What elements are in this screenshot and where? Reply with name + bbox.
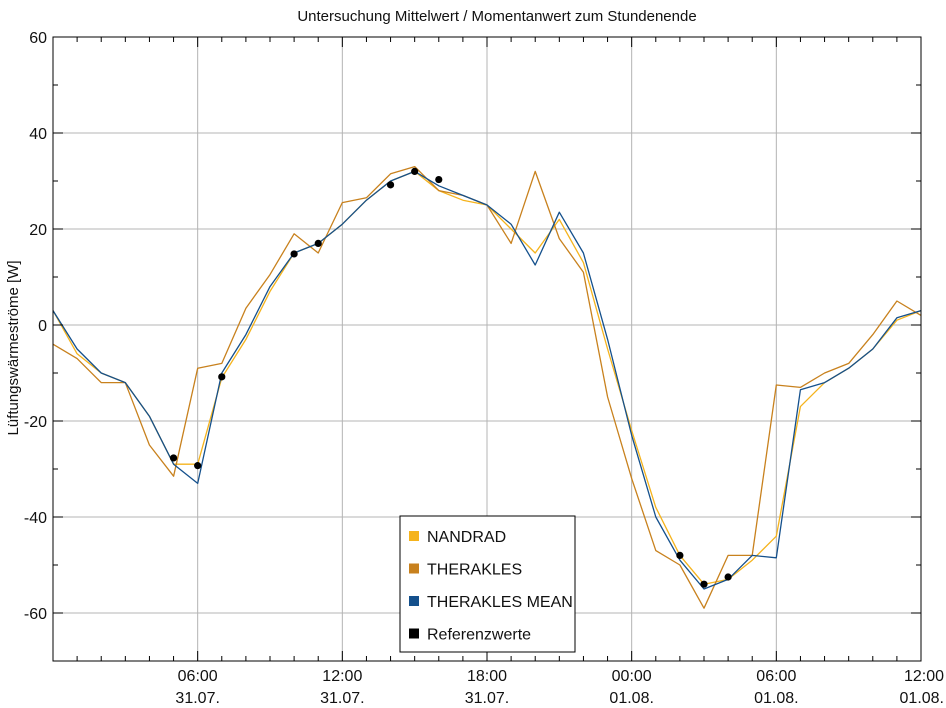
x-tick-label-time: 06:00 xyxy=(756,668,796,685)
y-tick-label: 40 xyxy=(29,126,47,143)
reference-point xyxy=(435,175,443,184)
reference-point xyxy=(411,167,419,175)
y-tick-label: 0 xyxy=(38,318,47,335)
y-tick-label: 60 xyxy=(29,30,47,47)
x-tick-label-date: 01.08. xyxy=(754,690,798,707)
reference-point xyxy=(169,454,178,462)
x-tick-label-time: 18:00 xyxy=(467,668,507,685)
chart-title: Untersuchung Mittelwert / Momentanwert z… xyxy=(297,8,696,25)
legend-box xyxy=(399,515,576,653)
reference-point xyxy=(194,462,202,470)
x-tick-label-date: 01.08. xyxy=(900,690,944,707)
reference-point xyxy=(290,250,298,258)
x-tick-label-time: 12:00 xyxy=(904,668,944,685)
y-tick-label: 20 xyxy=(29,222,47,239)
legend-swatch xyxy=(409,596,419,606)
y-axis-label: Lüftungswärmeströme [W] xyxy=(5,260,22,435)
x-tick-label-time: 12:00 xyxy=(322,668,362,685)
reference-points xyxy=(169,167,732,588)
y-tick-label: -40 xyxy=(24,510,47,527)
reference-point xyxy=(700,580,708,588)
legend-label: Referenzwerte xyxy=(427,627,531,644)
reference-point xyxy=(386,181,395,189)
y-tick-label: -60 xyxy=(24,606,47,623)
legend-swatch xyxy=(409,531,419,541)
x-tick-label-time: 00:00 xyxy=(612,668,652,685)
x-tick-label-date: 31.07. xyxy=(465,690,509,707)
reference-point xyxy=(724,573,732,581)
x-tick-label-date: 31.07. xyxy=(320,690,364,707)
x-tick-label-time: 06:00 xyxy=(178,668,218,685)
axis-ticks: -60 -40 -20 0 20 40 60 06:00 31.07. 12:00 31.07. 18… xyxy=(24,30,944,707)
legend-swatch xyxy=(409,563,419,574)
y-tick-label: -20 xyxy=(24,414,47,431)
x-tick-label-date: 31.07. xyxy=(175,690,219,707)
legend-label: NANDRAD xyxy=(427,529,506,546)
legend: NANDRAD THERAKLES THERAKLES MEAN Referenzwe… xyxy=(399,515,576,653)
legend-label: THERAKLES MEAN xyxy=(427,594,573,611)
legend-label: THERAKLES xyxy=(427,562,522,579)
legend-swatch xyxy=(409,628,419,639)
reference-point xyxy=(218,373,226,381)
plot-frame xyxy=(52,36,922,662)
reference-point xyxy=(314,239,322,247)
reference-point xyxy=(676,551,684,560)
series-line-therakles-mean xyxy=(52,170,922,590)
x-tick-label-date: 01.08. xyxy=(609,690,653,707)
